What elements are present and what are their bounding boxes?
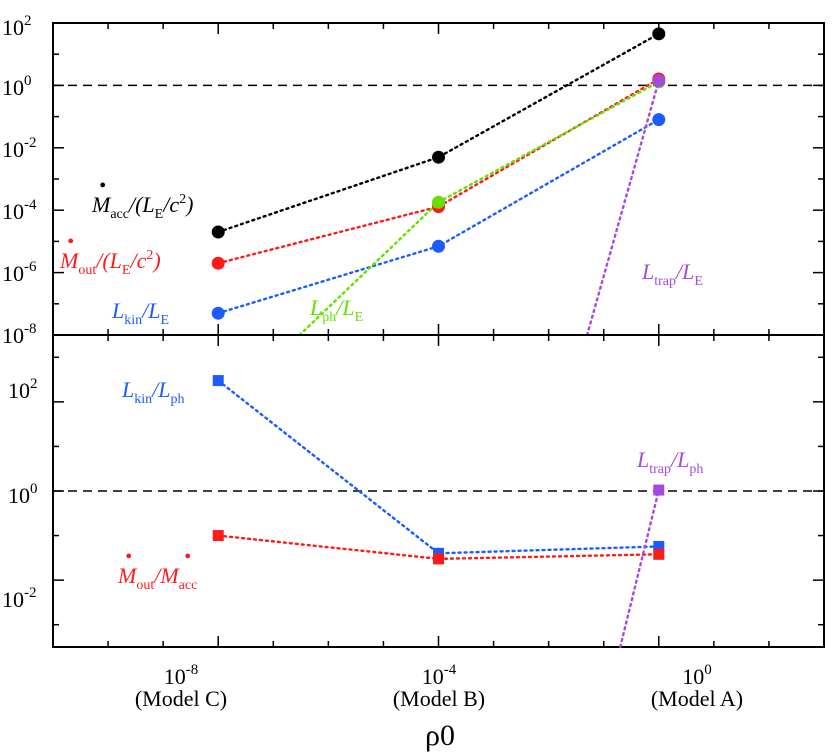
label-mdot-acc: Macc/(LE/c2): [91, 192, 193, 222]
bottom-panel: [52, 334, 825, 648]
data-point-l-kin-l-ph: [433, 547, 444, 559]
label-mout-dot: •: [125, 546, 132, 568]
x-sublabel-model-c: (Model C): [135, 686, 227, 711]
bottom-series-labels: Lkin/Lph Ltrap/Lph Mout/Macc • •: [117, 377, 703, 593]
top-y-tick-label: 10-4: [2, 197, 37, 224]
top-panel: [52, 22, 825, 337]
data-point-l-kin-l-e: [432, 239, 445, 253]
data-point-l-kin-l-e: [652, 113, 666, 127]
top-y-tick-label: 102: [2, 13, 32, 40]
top-series-labels: Macc/(LE/c2) • Mout/(LE/c2) • Lkin/LE Lp…: [59, 175, 703, 328]
series-line-mdot-acc-l-e-c-2: [217, 32, 660, 234]
x-tick-label: 10-4: [422, 662, 457, 689]
label-macc-dot: •: [184, 546, 191, 568]
x-sublabel-model-a: (Model A): [651, 686, 743, 711]
data-point-l-trap-l-ph: [653, 484, 665, 496]
top-y-tick-label: 10-2: [2, 135, 37, 162]
top-y-tick-label: 100: [2, 73, 32, 100]
label-lph-le: Lph/LE: [309, 295, 363, 325]
bottom-y-tick-label: 10-2: [2, 585, 37, 612]
top-series-group: [211, 27, 666, 337]
data-point-mdot-out-l-e-c-2: [211, 256, 225, 270]
top-y-tick-label: 10-6: [2, 259, 37, 286]
bottom-series-group: [212, 375, 665, 648]
top-axis-ticks: [53, 22, 824, 336]
data-point-l-kin-l-ph: [212, 375, 224, 387]
x-tick-labels: 10-8 10-4 100 (Model C) (Model B) (Model…: [135, 662, 743, 752]
label-lkin-lph: Lkin/Lph: [121, 377, 185, 407]
series-line-l-kin-l-e: [217, 118, 660, 315]
data-point-mdot-out-mdot-acc: [212, 530, 224, 542]
label-mdot-out-dot: •: [67, 231, 74, 253]
bottom-y-tick-labels: 102 100 10-2: [2, 376, 38, 612]
label-ltrap-lph: Ltrap/Lph: [636, 447, 703, 477]
label-mdot-out: Mout/(LE/c2): [59, 248, 161, 278]
bottom-y-tick-label: 100: [8, 481, 38, 508]
bottom-y-tick-label: 102: [8, 376, 38, 403]
data-point-l-ph-l-e: [432, 195, 445, 209]
data-point-mdot-out-mdot-acc: [653, 548, 665, 560]
x-tick-label: 100: [682, 662, 712, 689]
data-point-mdot-acc-l-e-c-2: [211, 225, 225, 239]
top-panel-frame: [52, 22, 825, 336]
data-point-mdot-acc-l-e-c-2: [432, 150, 445, 164]
data-point-mdot-acc-l-e-c-2: [652, 27, 666, 41]
series-line-l-trap-l-e: [585, 79, 660, 337]
data-point-mdot-out-mdot-acc: [433, 553, 444, 565]
series-line-l-kin-l-ph: [217, 379, 660, 555]
label-lkin-le: Lkin/LE: [111, 298, 169, 328]
data-point-l-kin-l-ph: [653, 540, 665, 552]
x-sublabel-model-b: (Model B): [393, 686, 485, 711]
top-y-tick-label: 10-8: [2, 321, 37, 348]
x-tick-label: 10-8: [164, 662, 199, 689]
bottom-axis-ticks: [53, 335, 824, 647]
label-mout-macc: Mout/Macc: [117, 563, 197, 593]
series-line-mdot-out-l-e-c-2: [217, 77, 660, 265]
x-axis-label: ρ0: [425, 719, 455, 752]
data-point-l-kin-l-e: [211, 306, 225, 320]
label-mdot-acc-dot: •: [99, 175, 106, 197]
label-ltrap-le: Ltrap/LE: [641, 259, 703, 289]
top-y-tick-labels: 102 100 10-2 10-4 10-6 10-8: [2, 13, 37, 348]
series-line-l-trap-l-ph: [619, 488, 660, 648]
data-point-l-trap-l-e: [652, 74, 666, 88]
